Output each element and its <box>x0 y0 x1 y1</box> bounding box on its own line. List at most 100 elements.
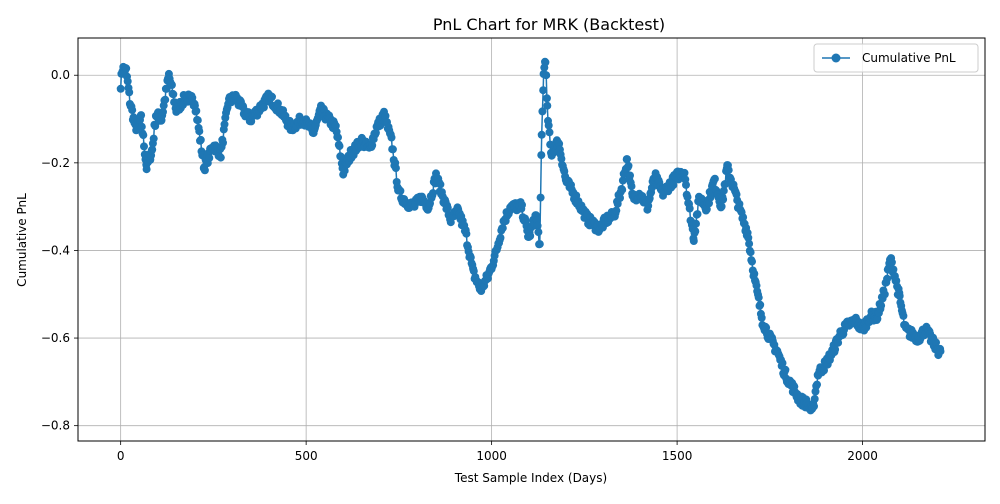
data-point-marker <box>123 77 132 86</box>
data-point-marker <box>542 94 551 103</box>
data-point-marker <box>932 338 940 347</box>
series-layer <box>116 57 945 415</box>
data-point-marker <box>543 101 552 110</box>
data-point-marker <box>746 248 755 257</box>
data-point-marker <box>936 347 945 356</box>
data-point-marker <box>273 99 282 108</box>
data-point-marker <box>195 127 204 136</box>
data-point-marker <box>618 176 627 185</box>
data-point-marker <box>612 206 621 215</box>
data-point-marker <box>541 58 550 67</box>
data-point-marker <box>702 205 711 214</box>
data-point-marker <box>219 138 227 147</box>
data-point-marker <box>200 166 209 175</box>
y-axis-label: Cumulative PnL <box>15 193 29 287</box>
data-point-marker <box>757 313 766 322</box>
data-point-marker <box>534 228 543 237</box>
data-point-marker <box>462 229 471 238</box>
data-point-marker <box>122 64 131 73</box>
chart-title: PnL Chart for MRK (Backtest) <box>433 15 665 34</box>
y-tick-label: 0.0 <box>51 68 70 82</box>
data-point-marker <box>335 142 344 151</box>
legend-label: Cumulative PnL <box>862 51 956 65</box>
data-point-marker <box>139 131 148 140</box>
data-point-marker <box>337 152 345 161</box>
data-point-marker <box>169 90 178 99</box>
data-point-marker <box>831 345 840 354</box>
data-point-marker <box>692 219 700 228</box>
data-point-marker <box>895 292 904 300</box>
data-point-marker <box>719 186 728 195</box>
data-point-marker <box>128 106 137 115</box>
data-point-marker <box>388 145 397 154</box>
data-point-marker <box>391 164 400 173</box>
data-point-marker <box>693 210 702 219</box>
data-point-marker <box>719 195 728 204</box>
data-point-marker <box>778 359 787 368</box>
x-tick-label: 0 <box>117 449 125 463</box>
data-point-marker <box>159 107 167 116</box>
data-point-marker <box>745 239 754 248</box>
data-point-marker <box>899 311 908 320</box>
data-point-marker <box>259 103 268 112</box>
data-point-marker <box>689 237 698 245</box>
data-point-marker <box>334 133 342 142</box>
data-point-marker <box>683 193 692 202</box>
data-point-marker <box>535 240 544 249</box>
data-point-marker <box>685 204 694 213</box>
data-point-marker <box>537 151 546 160</box>
data-point-marker <box>533 221 542 230</box>
data-point-marker <box>883 274 892 283</box>
data-point-marker <box>446 218 455 227</box>
data-point-marker <box>717 202 726 211</box>
data-point-marker <box>810 395 819 403</box>
data-point-marker <box>196 135 205 144</box>
data-point-marker <box>545 128 554 137</box>
data-point-marker <box>739 213 748 222</box>
data-point-marker <box>627 182 636 191</box>
data-point-marker <box>216 153 225 162</box>
data-point-marker <box>880 290 889 299</box>
data-point-marker <box>436 180 445 189</box>
y-tick-label: −0.4 <box>41 243 70 257</box>
legend: Cumulative PnL <box>813 43 979 73</box>
legend-marker-swatch <box>831 53 841 63</box>
data-point-marker <box>750 269 759 278</box>
data-point-marker <box>371 128 380 137</box>
data-point-marker <box>148 145 157 154</box>
legend-box <box>813 43 979 73</box>
data-point-marker <box>721 180 730 188</box>
data-point-marker <box>443 204 452 212</box>
data-point-marker <box>161 95 170 104</box>
data-point-marker <box>691 227 700 236</box>
data-point-marker <box>396 186 405 195</box>
x-axis-label: Test Sample Index (Days) <box>454 471 607 485</box>
data-point-marker <box>756 300 765 309</box>
data-point-marker <box>810 402 818 411</box>
data-point-marker <box>205 154 214 162</box>
data-point-marker <box>710 174 719 183</box>
x-tick-label: 500 <box>295 449 318 463</box>
y-tick-label: −0.6 <box>41 331 70 345</box>
data-point-marker <box>387 133 396 142</box>
data-point-marker <box>889 265 898 274</box>
series-markers <box>116 57 945 415</box>
data-point-marker <box>623 155 631 164</box>
data-point-marker <box>744 233 753 242</box>
data-point-marker <box>748 257 756 266</box>
data-point-marker <box>167 81 176 89</box>
data-point-marker <box>125 88 134 97</box>
x-tick-label: 2000 <box>847 449 878 463</box>
data-point-marker <box>542 71 551 80</box>
x-tick-label: 1000 <box>476 449 507 463</box>
data-point-marker <box>142 165 151 174</box>
data-point-marker <box>680 168 689 177</box>
data-point-marker <box>331 121 340 130</box>
y-tick-label: −0.2 <box>41 156 70 170</box>
y-tick-label: −0.8 <box>41 419 70 433</box>
data-point-marker <box>137 111 146 120</box>
data-point-marker <box>538 107 547 116</box>
data-point-marker <box>220 120 229 129</box>
data-point-marker <box>682 180 690 189</box>
